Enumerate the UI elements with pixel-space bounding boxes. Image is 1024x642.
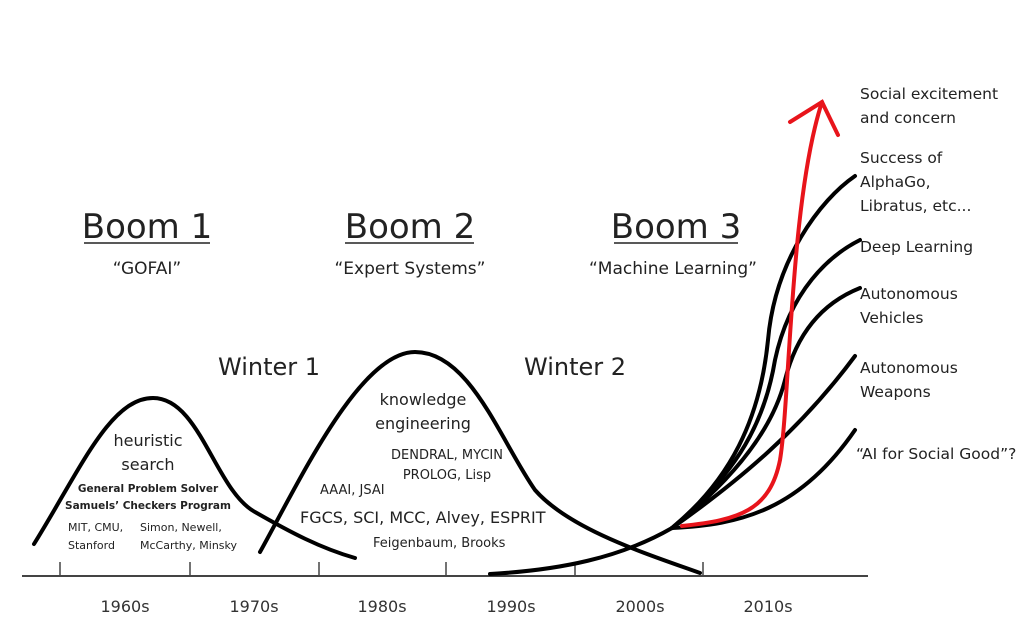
- axis-label-1960s: 1960s: [100, 597, 149, 616]
- note-text: McCarthy, Minsky: [140, 539, 237, 552]
- winter2-label: Winter 2: [524, 353, 626, 381]
- note-text: search: [121, 455, 174, 474]
- note-text: AAAI, JSAI: [320, 483, 385, 498]
- axis-label-2000s: 2000s: [615, 597, 664, 616]
- note-text: Feigenbaum, Brooks: [373, 536, 506, 551]
- axis-label-1980s: 1980s: [357, 597, 406, 616]
- axis-ticks: [59, 562, 704, 576]
- trend-social-excitement: Social excitement: [860, 85, 998, 103]
- boom1-subtitle: “GOFAI”: [113, 259, 181, 279]
- trend-alphago-2: AlphaGo,: [860, 173, 931, 191]
- boom2-subtitle: “Expert Systems”: [335, 259, 486, 279]
- axis-label-1970s: 1970s: [229, 597, 278, 616]
- trend-autonomous-vehicles-2: Vehicles: [860, 309, 924, 327]
- note-text: PROLOG, Lisp: [403, 468, 491, 483]
- note-text: engineering: [375, 414, 471, 433]
- note-text: DENDRAL, MYCIN: [391, 448, 503, 463]
- note-text: Stanford: [68, 539, 115, 552]
- social-excitement-arrow: [680, 99, 840, 528]
- note-text: knowledge: [380, 390, 467, 409]
- boom2-curve: [258, 349, 702, 575]
- winter1-label: Winter 1: [218, 353, 320, 381]
- axis-label-2010s: 2010s: [743, 597, 792, 616]
- trend-alphago: Success of: [860, 149, 943, 167]
- boom3-subtitle: “Machine Learning”: [589, 259, 757, 279]
- trend-alphago-3: Libratus, etc...: [860, 197, 971, 215]
- note-text: Simon, Newell,: [140, 521, 222, 534]
- boom1-title: Boom 1: [82, 207, 213, 247]
- boom3-trunk: [488, 526, 674, 576]
- trend-ai-social-good: “AI for Social Good”?: [856, 445, 1016, 463]
- trend-labels: Social excitement and concern Success of…: [856, 85, 1016, 463]
- note-text: MIT, CMU,: [68, 521, 123, 534]
- boom3-title: Boom 3: [611, 207, 742, 247]
- note-text: Samuels’ Checkers Program: [65, 500, 231, 512]
- boom1-notes: heuristic search General Problem Solver …: [65, 431, 237, 552]
- note-text: heuristic: [114, 431, 183, 450]
- trend-autonomous-weapons: Autonomous: [860, 359, 958, 377]
- trend-autonomous-weapons-2: Weapons: [860, 383, 931, 401]
- trend-deep-learning: Deep Learning: [860, 238, 973, 256]
- trend-autonomous-vehicles: Autonomous: [860, 285, 958, 303]
- note-text: General Problem Solver: [78, 483, 219, 495]
- boom2-title: Boom 2: [345, 207, 476, 247]
- boom1-heading: Boom 1 “GOFAI”: [82, 207, 213, 279]
- boom3-heading: Boom 3 “Machine Learning”: [589, 207, 757, 279]
- axis-label-1990s: 1990s: [486, 597, 535, 616]
- note-text: FGCS, SCI, MCC, Alvey, ESPRIT: [300, 508, 546, 527]
- trend-social-excitement-2: and concern: [860, 109, 956, 127]
- boom2-heading: Boom 2 “Expert Systems”: [335, 207, 486, 279]
- boom1-curve: [32, 395, 357, 560]
- boom2-notes: knowledge engineering DENDRAL, MYCIN PRO…: [300, 390, 546, 551]
